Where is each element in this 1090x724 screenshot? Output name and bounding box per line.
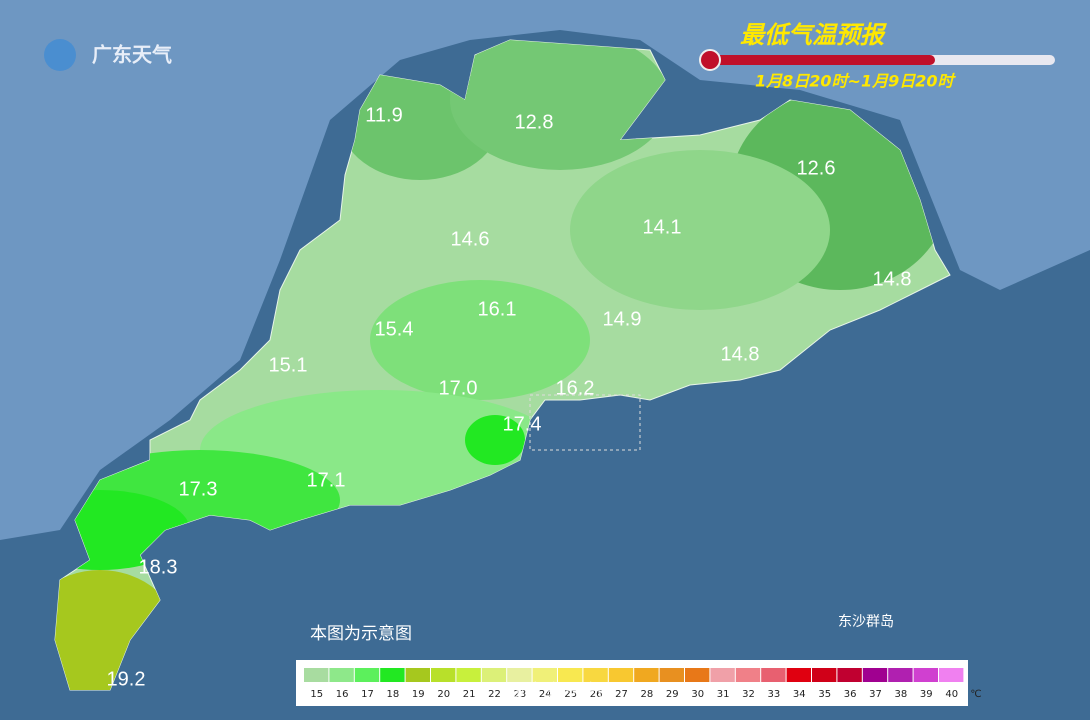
legend-label: 22 xyxy=(488,689,501,700)
legend-label: 40 xyxy=(945,689,958,700)
legend-label: 36 xyxy=(844,689,857,700)
thermo-fill xyxy=(705,55,935,65)
legend-swatch xyxy=(888,668,913,682)
legend-swatch xyxy=(380,668,405,682)
temp-label: 17.3 xyxy=(179,478,218,500)
legend-label: 24 xyxy=(539,689,552,700)
legend-label: 17 xyxy=(361,689,374,700)
legend-label: 37 xyxy=(869,689,882,700)
legend-label: 30 xyxy=(691,689,704,700)
island-label: 东沙群岛 xyxy=(838,614,894,630)
legend-label: 35 xyxy=(818,689,831,700)
legend-label: 31 xyxy=(717,689,730,700)
legend-swatch xyxy=(507,668,532,682)
legend-label: 26 xyxy=(590,689,603,700)
watermark: @广东天气 xyxy=(505,680,605,704)
temp-label: 14.8 xyxy=(721,343,760,365)
legend-swatch xyxy=(431,668,456,682)
legend-swatch xyxy=(481,668,507,682)
title: 最低气温预报 xyxy=(740,21,887,49)
temp-label: 19.2 xyxy=(107,668,146,690)
temp-label: 14.8 xyxy=(873,268,912,290)
logo-icon xyxy=(44,39,76,71)
legend-box xyxy=(296,660,968,706)
note: 本图为示意图 xyxy=(310,624,412,644)
legend-unit: ℃ xyxy=(970,689,981,700)
legend-swatch xyxy=(532,668,557,682)
legend-swatch xyxy=(659,668,684,682)
temp-label: 14.1 xyxy=(643,216,682,238)
temp-label: 15.4 xyxy=(375,318,414,340)
legend-swatch xyxy=(329,668,354,682)
legend-swatch xyxy=(685,668,710,682)
legend-swatch xyxy=(405,668,430,682)
temp-label: 16.2 xyxy=(556,377,595,399)
temp-label: 15.1 xyxy=(269,354,308,376)
legend-swatch xyxy=(812,668,837,682)
legend-swatch xyxy=(913,668,938,682)
logo-text: 广东天气 xyxy=(92,43,172,67)
period: 1月8日20时~1月9日20时 xyxy=(755,72,956,91)
legend-swatch xyxy=(304,668,329,682)
legend-label: 29 xyxy=(666,689,679,700)
legend-swatch xyxy=(583,668,608,682)
temp-label: 12.8 xyxy=(515,111,554,133)
legend-label: 32 xyxy=(742,689,755,700)
legend-label: 16 xyxy=(336,689,349,700)
legend-swatch xyxy=(634,668,659,682)
legend-swatch xyxy=(558,668,583,682)
temperature-fill xyxy=(55,40,950,690)
legend-swatch xyxy=(939,668,964,682)
legend-swatch xyxy=(786,668,811,682)
legend-swatch xyxy=(837,668,862,682)
legend-label: 28 xyxy=(641,689,654,700)
legend-swatch xyxy=(456,668,481,682)
legend-label: 15 xyxy=(310,689,323,700)
legend-label: 39 xyxy=(920,689,933,700)
legend-swatch xyxy=(862,668,888,682)
legend-label: 18 xyxy=(387,689,400,700)
legend-swatch xyxy=(710,668,735,682)
legend-label: 19 xyxy=(412,689,425,700)
legend-swatch xyxy=(354,668,380,682)
legend-swatch xyxy=(761,668,786,682)
inset-frame xyxy=(529,394,641,451)
legend-label: 23 xyxy=(514,689,527,700)
temp-label: 17.4 xyxy=(503,413,542,435)
mainland xyxy=(0,0,1090,540)
temp-label: 17.0 xyxy=(439,377,478,399)
thermo-bulb xyxy=(699,49,721,71)
temp-label: 14.6 xyxy=(451,228,490,250)
legend-label: 27 xyxy=(615,689,628,700)
legend-label: 20 xyxy=(437,689,450,700)
legend-label: 25 xyxy=(564,689,577,700)
temp-label: 11.9 xyxy=(365,104,402,126)
temp-label: 12.6 xyxy=(797,157,836,179)
legend-swatch xyxy=(608,668,634,682)
temp-label: 14.9 xyxy=(603,308,642,330)
temp-label: 16.1 xyxy=(478,298,517,320)
legend-label: 38 xyxy=(895,689,908,700)
legend-label: 33 xyxy=(768,689,781,700)
legend-swatch xyxy=(735,668,761,682)
temp-label: 17.1 xyxy=(307,469,346,491)
legend-label: 21 xyxy=(463,689,476,700)
temp-label: 18.3 xyxy=(139,556,178,578)
legend-label: 34 xyxy=(793,689,806,700)
